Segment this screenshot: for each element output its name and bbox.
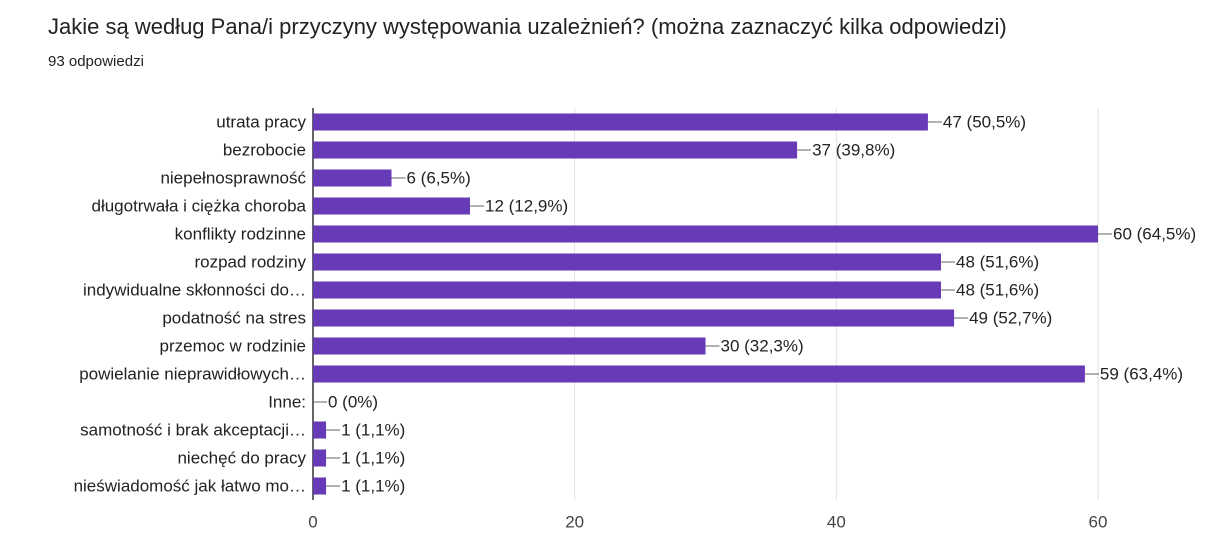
x-tick-label: 60: [1089, 512, 1108, 531]
y-tick-label: niechęć do pracy: [177, 448, 306, 467]
y-tick-label: podatność na stres: [162, 308, 306, 327]
bar: [313, 337, 706, 355]
bar: [313, 141, 798, 159]
data-label: 12 (12,9%): [485, 196, 568, 215]
bar: [313, 169, 392, 187]
data-label: 59 (63,4%): [1100, 364, 1183, 383]
bar: [313, 197, 470, 215]
bar: [313, 365, 1085, 383]
x-tick-label: 20: [565, 512, 584, 531]
y-tick-label: nieświadomość jak łatwo mo…: [74, 476, 306, 495]
y-tick-label: konflikty rodzinne: [175, 224, 306, 243]
data-label: 60 (64,5%): [1113, 224, 1196, 243]
bar: [313, 253, 941, 271]
data-label: 1 (1,1%): [341, 420, 405, 439]
chart-title: Jakie są według Pana/i przyczyny występo…: [48, 14, 1007, 39]
y-tick-label: indywidualne skłonności do…: [83, 280, 306, 299]
data-label: 30 (32,3%): [721, 336, 804, 355]
x-tick-label: 0: [308, 512, 317, 531]
chart-subtitle: 93 odpowiedzi: [48, 53, 144, 70]
bar: [313, 225, 1098, 243]
y-tick-label: długotrwała i ciężka choroba: [91, 196, 306, 215]
y-tick-label: bezrobocie: [223, 140, 306, 159]
y-tick-label: przemoc w rodzinie: [160, 336, 306, 355]
data-label: 48 (51,6%): [956, 280, 1039, 299]
y-tick-label: Inne:: [268, 392, 306, 411]
y-tick-label: utrata pracy: [216, 112, 306, 131]
data-label: 1 (1,1%): [341, 448, 405, 467]
y-tick-label: powielanie nieprawidłowych…: [79, 364, 306, 383]
x-tick-label: 40: [827, 512, 846, 531]
y-tick-label: samotność i brak akceptacji…: [80, 420, 306, 439]
bar: [313, 421, 327, 439]
data-label: 47 (50,5%): [943, 112, 1026, 131]
data-label: 37 (39,8%): [812, 140, 895, 159]
bar: [313, 113, 928, 131]
y-tick-label: niepełnosprawność: [160, 168, 306, 187]
bar: [313, 309, 955, 327]
y-tick-label: rozpad rodziny: [194, 252, 306, 271]
bar: [313, 449, 327, 467]
data-label: 0 (0%): [328, 392, 378, 411]
bar: [313, 477, 327, 495]
bar: [313, 281, 941, 299]
data-label: 6 (6,5%): [407, 168, 471, 187]
data-label: 49 (52,7%): [969, 308, 1052, 327]
data-label: 48 (51,6%): [956, 252, 1039, 271]
data-label: 1 (1,1%): [341, 476, 405, 495]
